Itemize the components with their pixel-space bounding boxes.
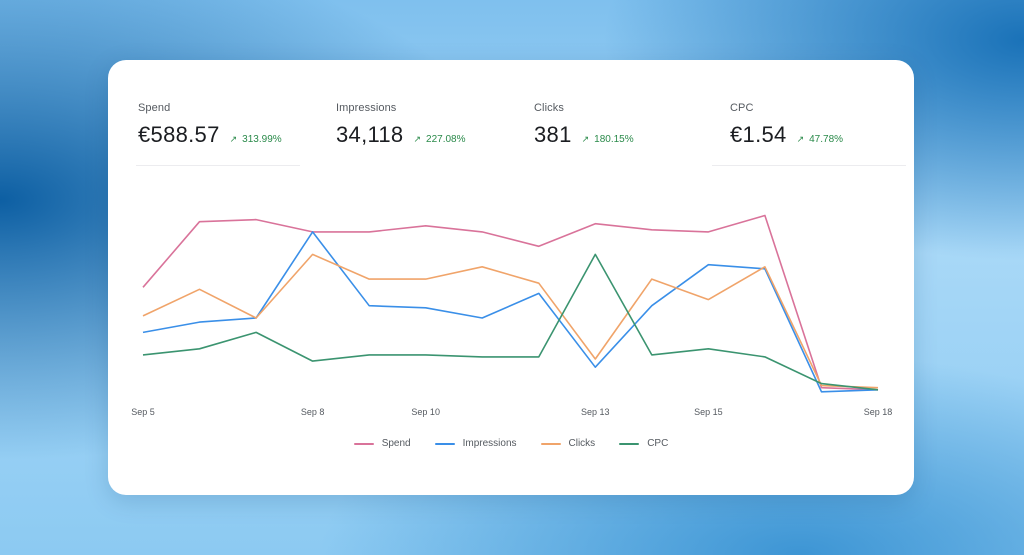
- data-point-clicks[interactable]: [706, 297, 711, 302]
- data-point-clicks[interactable]: [254, 316, 259, 321]
- series-line-impressions: [142, 231, 879, 393]
- data-point-impressions[interactable]: [480, 316, 485, 321]
- kpi-label: Clicks: [534, 102, 564, 114]
- trend-up-icon: ↗: [229, 134, 238, 144]
- data-point-cpc[interactable]: [310, 359, 315, 364]
- legend-item-spend[interactable]: Spend: [353, 438, 411, 449]
- kpi-change-value: 313.99%: [242, 134, 282, 145]
- kpi-clicks[interactable]: Clicks 381 ↗ 180.15%: [534, 102, 634, 148]
- legend-label: Clicks: [568, 438, 596, 449]
- kpi-value: 34,118: [336, 122, 404, 147]
- data-point-spend[interactable]: [367, 229, 372, 234]
- x-tick-label: Sep 5: [131, 407, 155, 417]
- kpi-value: €588.57: [138, 122, 220, 147]
- data-point-clicks[interactable]: [197, 287, 202, 292]
- data-point-impressions[interactable]: [649, 303, 654, 308]
- kpi-change: ↗ 180.15%: [582, 134, 634, 145]
- x-tick-label: Sep 8: [301, 407, 325, 417]
- data-point-cpc[interactable]: [876, 387, 881, 392]
- trend-up-icon: ↗: [413, 134, 422, 144]
- data-point-impressions[interactable]: [197, 320, 202, 325]
- data-point-cpc[interactable]: [423, 352, 428, 357]
- kpi-impressions[interactable]: Impressions 34,118 ↗ 227.08%: [336, 102, 466, 148]
- data-point-spend[interactable]: [197, 219, 202, 224]
- data-point-impressions[interactable]: [310, 229, 315, 234]
- data-point-cpc[interactable]: [649, 352, 654, 357]
- legend-item-cpc[interactable]: CPC: [619, 438, 668, 449]
- data-point-spend[interactable]: [480, 229, 485, 234]
- legend-label: Impressions: [462, 438, 517, 449]
- legend-swatch: [353, 442, 374, 445]
- data-point-clicks[interactable]: [141, 313, 146, 318]
- data-point-spend[interactable]: [762, 213, 767, 218]
- data-point-cpc[interactable]: [706, 346, 711, 351]
- data-point-cpc[interactable]: [254, 330, 259, 335]
- data-point-cpc[interactable]: [762, 354, 767, 359]
- data-point-cpc[interactable]: [197, 346, 202, 351]
- data-point-clicks[interactable]: [593, 357, 598, 362]
- data-point-spend[interactable]: [593, 221, 598, 226]
- data-point-clicks[interactable]: [762, 264, 767, 269]
- data-point-impressions[interactable]: [593, 365, 598, 370]
- series-line-spend: [142, 214, 879, 391]
- trend-up-icon: ↗: [796, 134, 805, 144]
- data-point-cpc[interactable]: [819, 381, 824, 386]
- kpi-change-value: 180.15%: [594, 134, 634, 145]
- kpi-change: ↗ 313.99%: [230, 134, 282, 145]
- data-point-impressions[interactable]: [141, 330, 146, 335]
- legend-item-impressions[interactable]: Impressions: [434, 438, 517, 449]
- data-point-spend[interactable]: [706, 229, 711, 234]
- data-point-spend[interactable]: [141, 285, 146, 290]
- legend-swatch: [434, 442, 455, 445]
- data-point-clicks[interactable]: [367, 277, 372, 282]
- kpi-value: 381: [534, 122, 572, 147]
- data-point-clicks[interactable]: [423, 277, 428, 282]
- data-point-spend[interactable]: [423, 223, 428, 228]
- kpi-spend[interactable]: Spend €588.57 ↗ 313.99%: [138, 102, 282, 148]
- kpi-label: CPC: [730, 102, 754, 114]
- data-point-clicks[interactable]: [536, 281, 541, 286]
- x-tick-label: Sep 18: [864, 407, 893, 417]
- kpi-change: ↗ 47.78%: [797, 134, 843, 145]
- kpi-label: Spend: [138, 102, 171, 114]
- data-point-cpc[interactable]: [536, 354, 541, 359]
- data-point-cpc[interactable]: [480, 354, 485, 359]
- data-point-cpc[interactable]: [593, 252, 598, 257]
- data-point-impressions[interactable]: [536, 291, 541, 296]
- legend-item-clicks[interactable]: Clicks: [540, 438, 596, 449]
- series-line-cpc: [142, 253, 879, 391]
- kpi-change: ↗ 227.08%: [413, 134, 465, 145]
- data-point-cpc[interactable]: [141, 352, 146, 357]
- kpi-label: Impressions: [336, 102, 397, 114]
- x-tick-label: Sep 13: [581, 407, 610, 417]
- trend-up-icon: ↗: [581, 134, 590, 144]
- x-tick-label: Sep 15: [694, 407, 723, 417]
- x-tick-label: Sep 10: [411, 407, 440, 417]
- kpi-divider: [712, 165, 906, 166]
- legend-label: CPC: [647, 438, 669, 449]
- legend-swatch: [540, 442, 561, 445]
- chart-legend: Spend Impressions Clicks CPC: [108, 438, 914, 449]
- data-point-cpc[interactable]: [367, 352, 372, 357]
- kpi-divider: [136, 165, 300, 166]
- kpi-change-value: 47.78%: [809, 134, 844, 145]
- series-line-clicks: [142, 253, 879, 389]
- kpi-cpc[interactable]: CPC €1.54 ↗ 47.78%: [730, 102, 843, 148]
- legend-swatch: [619, 442, 640, 445]
- chart-card: Spend €588.57 ↗ 313.99% Impressions 34,11…: [108, 60, 914, 495]
- data-point-spend[interactable]: [536, 244, 541, 249]
- data-point-spend[interactable]: [649, 227, 654, 232]
- legend-label: Spend: [381, 438, 411, 449]
- data-point-impressions[interactable]: [706, 262, 711, 267]
- data-point-clicks[interactable]: [310, 252, 315, 257]
- line-chart: Sep 5 Sep 8 Sep 10 Sep 13 Sep 15 Sep 18: [131, 213, 893, 417]
- kpi-value: €1.54: [730, 122, 787, 147]
- kpi-change-value: 227.08%: [426, 134, 466, 145]
- data-point-clicks[interactable]: [649, 277, 654, 282]
- data-point-impressions[interactable]: [423, 305, 428, 310]
- data-point-clicks[interactable]: [480, 264, 485, 269]
- data-point-impressions[interactable]: [367, 303, 372, 308]
- data-point-impressions[interactable]: [819, 389, 824, 394]
- data-point-spend[interactable]: [254, 217, 259, 222]
